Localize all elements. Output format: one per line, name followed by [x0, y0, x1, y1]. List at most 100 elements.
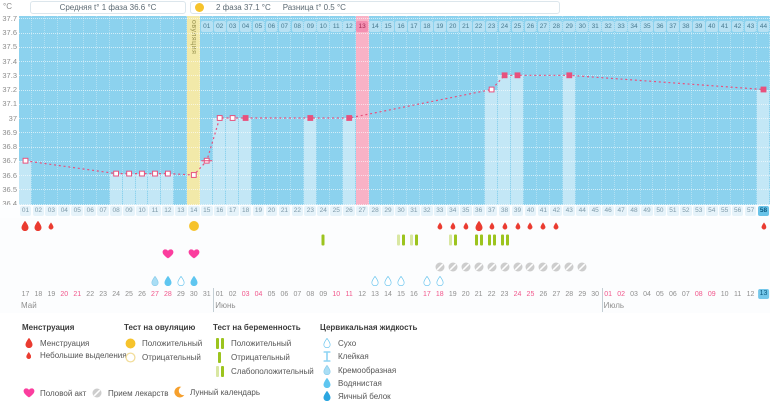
date-label: 27: [552, 291, 561, 298]
medication-pill-icon: [500, 262, 510, 272]
day-column-55[interactable]: [718, 16, 732, 205]
day-column-11[interactable]: [148, 16, 162, 205]
day-column-14[interactable]: овуляция: [187, 16, 201, 205]
y-tick-label: 36.4: [2, 199, 17, 208]
day-column-52[interactable]: [679, 16, 693, 205]
day-column-1[interactable]: [19, 16, 32, 205]
day-column-46[interactable]: [602, 16, 615, 205]
cycle-day-chip: 05: [71, 206, 84, 216]
day-column-9[interactable]: [122, 16, 136, 205]
menstruation-drop-icon: [540, 222, 547, 230]
day-column-24[interactable]: [317, 16, 330, 205]
day-column-29[interactable]: [382, 16, 395, 205]
day-column-43[interactable]: [562, 16, 576, 205]
medication-pill-icon: [435, 262, 445, 272]
day-column-54[interactable]: [705, 16, 719, 205]
day-column-35[interactable]: [459, 16, 473, 205]
cycle-day-chip: 47: [615, 206, 627, 216]
day-column-40[interactable]: [524, 16, 537, 205]
medication-pill-icon: [513, 262, 523, 272]
day-column-30[interactable]: [395, 16, 408, 205]
day-column-6[interactable]: [84, 16, 97, 205]
cycle-day-chip: 17: [226, 206, 239, 216]
date-label: 21: [73, 291, 82, 298]
cycle-day-chip: 58: [757, 206, 770, 216]
day-column-27[interactable]: [355, 16, 369, 205]
day-column-15[interactable]: [200, 16, 214, 205]
day-column-34[interactable]: [446, 16, 460, 205]
date-label: 03: [241, 291, 250, 298]
dpo-number-chip: 28: [550, 21, 563, 32]
dpo-number-chip: 10: [317, 21, 330, 32]
day-column-18[interactable]: [239, 16, 253, 205]
day-column-37[interactable]: [485, 16, 499, 205]
legend-title: Тест на овуляцию: [124, 323, 196, 332]
day-column-33[interactable]: [433, 16, 447, 205]
legend-column-1: Менструация Менструация Небольшие выделени…: [22, 323, 127, 363]
cycle-day-chip: 33: [433, 206, 446, 216]
day-column-10[interactable]: [135, 16, 149, 205]
day-column-32[interactable]: [420, 16, 434, 205]
day-column-20[interactable]: [265, 16, 278, 205]
day-column-2[interactable]: [32, 16, 45, 205]
day-column-53[interactable]: [692, 16, 706, 205]
day-column-7[interactable]: [97, 16, 110, 205]
day-column-39[interactable]: [511, 16, 524, 205]
day-column-49[interactable]: [641, 16, 654, 205]
day-column-3[interactable]: [45, 16, 58, 205]
day-column-28[interactable]: [369, 16, 382, 205]
day-column-21[interactable]: [278, 16, 291, 205]
day-column-31[interactable]: [407, 16, 421, 205]
day-column-8[interactable]: [109, 16, 123, 205]
y-tick-label: 37: [8, 113, 17, 123]
gridline: [19, 118, 770, 119]
y-tick-label: 37.5: [2, 42, 17, 52]
dpo-number-chip: 33: [615, 21, 627, 32]
day-column-38[interactable]: [498, 16, 512, 205]
y-tick-label: 36.6: [2, 170, 17, 180]
day-column-42[interactable]: [550, 16, 563, 205]
y-tick-label: 37.6: [2, 28, 17, 37]
day-column-50[interactable]: [653, 16, 667, 205]
day-column-41[interactable]: [537, 16, 550, 205]
day-column-12[interactable]: [161, 16, 175, 205]
day-column-23[interactable]: [303, 16, 317, 205]
day-column-5[interactable]: [71, 16, 84, 205]
cycle-day-chip: 30: [395, 206, 407, 216]
day-column-26[interactable]: [342, 16, 356, 205]
day-column-36[interactable]: [472, 16, 486, 205]
day-column-58[interactable]: [757, 16, 770, 205]
menstruation-drop-icon: [463, 222, 469, 230]
menstruation-drop-icon: [34, 221, 42, 231]
day-column-51[interactable]: [666, 16, 680, 205]
ovulation-positive-icon: [195, 3, 204, 12]
date-label: 28: [163, 291, 172, 298]
day-column-44[interactable]: [576, 16, 589, 205]
day-column-56[interactable]: [731, 16, 745, 205]
legend-item: Слабоположительный: [213, 366, 314, 377]
day-column-19[interactable]: [252, 16, 265, 205]
day-column-47[interactable]: [615, 16, 628, 205]
cycle-day-chip: 41: [537, 206, 550, 216]
date-label: 23: [99, 291, 108, 298]
day-column-57[interactable]: [744, 16, 758, 205]
day-column-48[interactable]: [628, 16, 641, 205]
day-column-45[interactable]: [589, 16, 602, 205]
date-label: 04: [643, 291, 651, 298]
legend-item-label: Половой акт: [40, 388, 87, 398]
date-label: 25: [526, 291, 535, 298]
day-column-22[interactable]: [291, 16, 304, 205]
cycle-day-chip: 43: [563, 206, 576, 216]
date-label: 23: [500, 291, 509, 298]
day-column-13[interactable]: [174, 16, 188, 205]
date-label: 01: [604, 291, 613, 298]
day-column-25[interactable]: [330, 16, 343, 205]
day-column-4[interactable]: [58, 16, 71, 205]
day-column-17[interactable]: [226, 16, 240, 205]
day-column-16[interactable]: [213, 16, 227, 205]
cycle-day-chip: 08: [110, 206, 122, 216]
moon-icon: [172, 386, 185, 398]
date-label: 18: [435, 291, 444, 298]
dpo-number-chip: 09: [304, 21, 317, 32]
cycle-day-chip: 10: [136, 206, 148, 216]
